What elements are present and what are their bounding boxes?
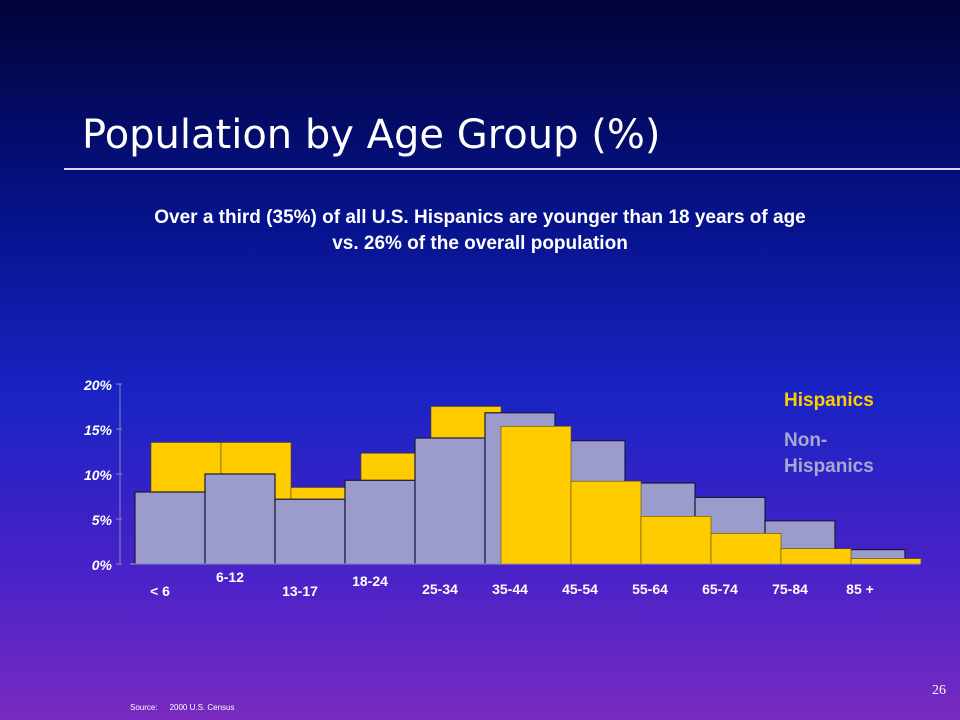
page-number: 26 xyxy=(932,683,946,698)
bar-hispanics xyxy=(570,480,642,565)
bar-hispanics xyxy=(710,533,782,565)
source-note: Source: 2000 U.S. Census xyxy=(130,703,235,712)
x-tick-label: 35-44 xyxy=(492,581,528,597)
x-tick-label: 13-17 xyxy=(282,583,318,599)
y-tick-label: 5% xyxy=(92,512,113,528)
slide-subtitle: Over a third (35%) of all U.S. Hispanics… xyxy=(154,207,806,254)
x-tick-label: 65-74 xyxy=(702,581,738,597)
title-divider xyxy=(64,168,960,170)
bar-hispanics xyxy=(500,425,572,565)
legend-hispanics: Hispanics xyxy=(784,390,874,411)
y-tick-label: 10% xyxy=(84,467,113,483)
x-tick-label: 6-12 xyxy=(216,569,244,585)
x-tick-label: 18-24 xyxy=(352,573,388,589)
slide-title: Population by Age Group (%) xyxy=(82,112,661,158)
bar-non-hispanics xyxy=(134,491,206,565)
source-text: 2000 U.S. Census xyxy=(169,703,235,712)
bar-hispanics xyxy=(850,558,922,565)
bar-non-hispanics xyxy=(344,479,416,565)
x-tick-label: 85 + xyxy=(846,581,874,597)
x-tick-label: 75-84 xyxy=(772,581,808,597)
x-tick-label: 55-64 xyxy=(632,581,668,597)
source-label: Source: xyxy=(130,703,158,712)
bar-non-hispanics xyxy=(274,498,346,565)
y-tick-label: 15% xyxy=(84,422,113,438)
x-tick-label: 45-54 xyxy=(562,581,598,597)
bar-hispanics xyxy=(780,548,852,565)
bar-hispanics xyxy=(640,515,712,565)
x-tick-label: < 6 xyxy=(150,583,170,599)
bar-non-hispanics xyxy=(414,437,486,565)
legend-non-hispanics: Non-Hispanics xyxy=(784,430,874,477)
y-tick-label: 0% xyxy=(92,557,113,573)
bar-non-hispanics xyxy=(204,473,276,565)
x-tick-label: 25-34 xyxy=(422,581,458,597)
y-tick-label: 20% xyxy=(83,377,113,393)
